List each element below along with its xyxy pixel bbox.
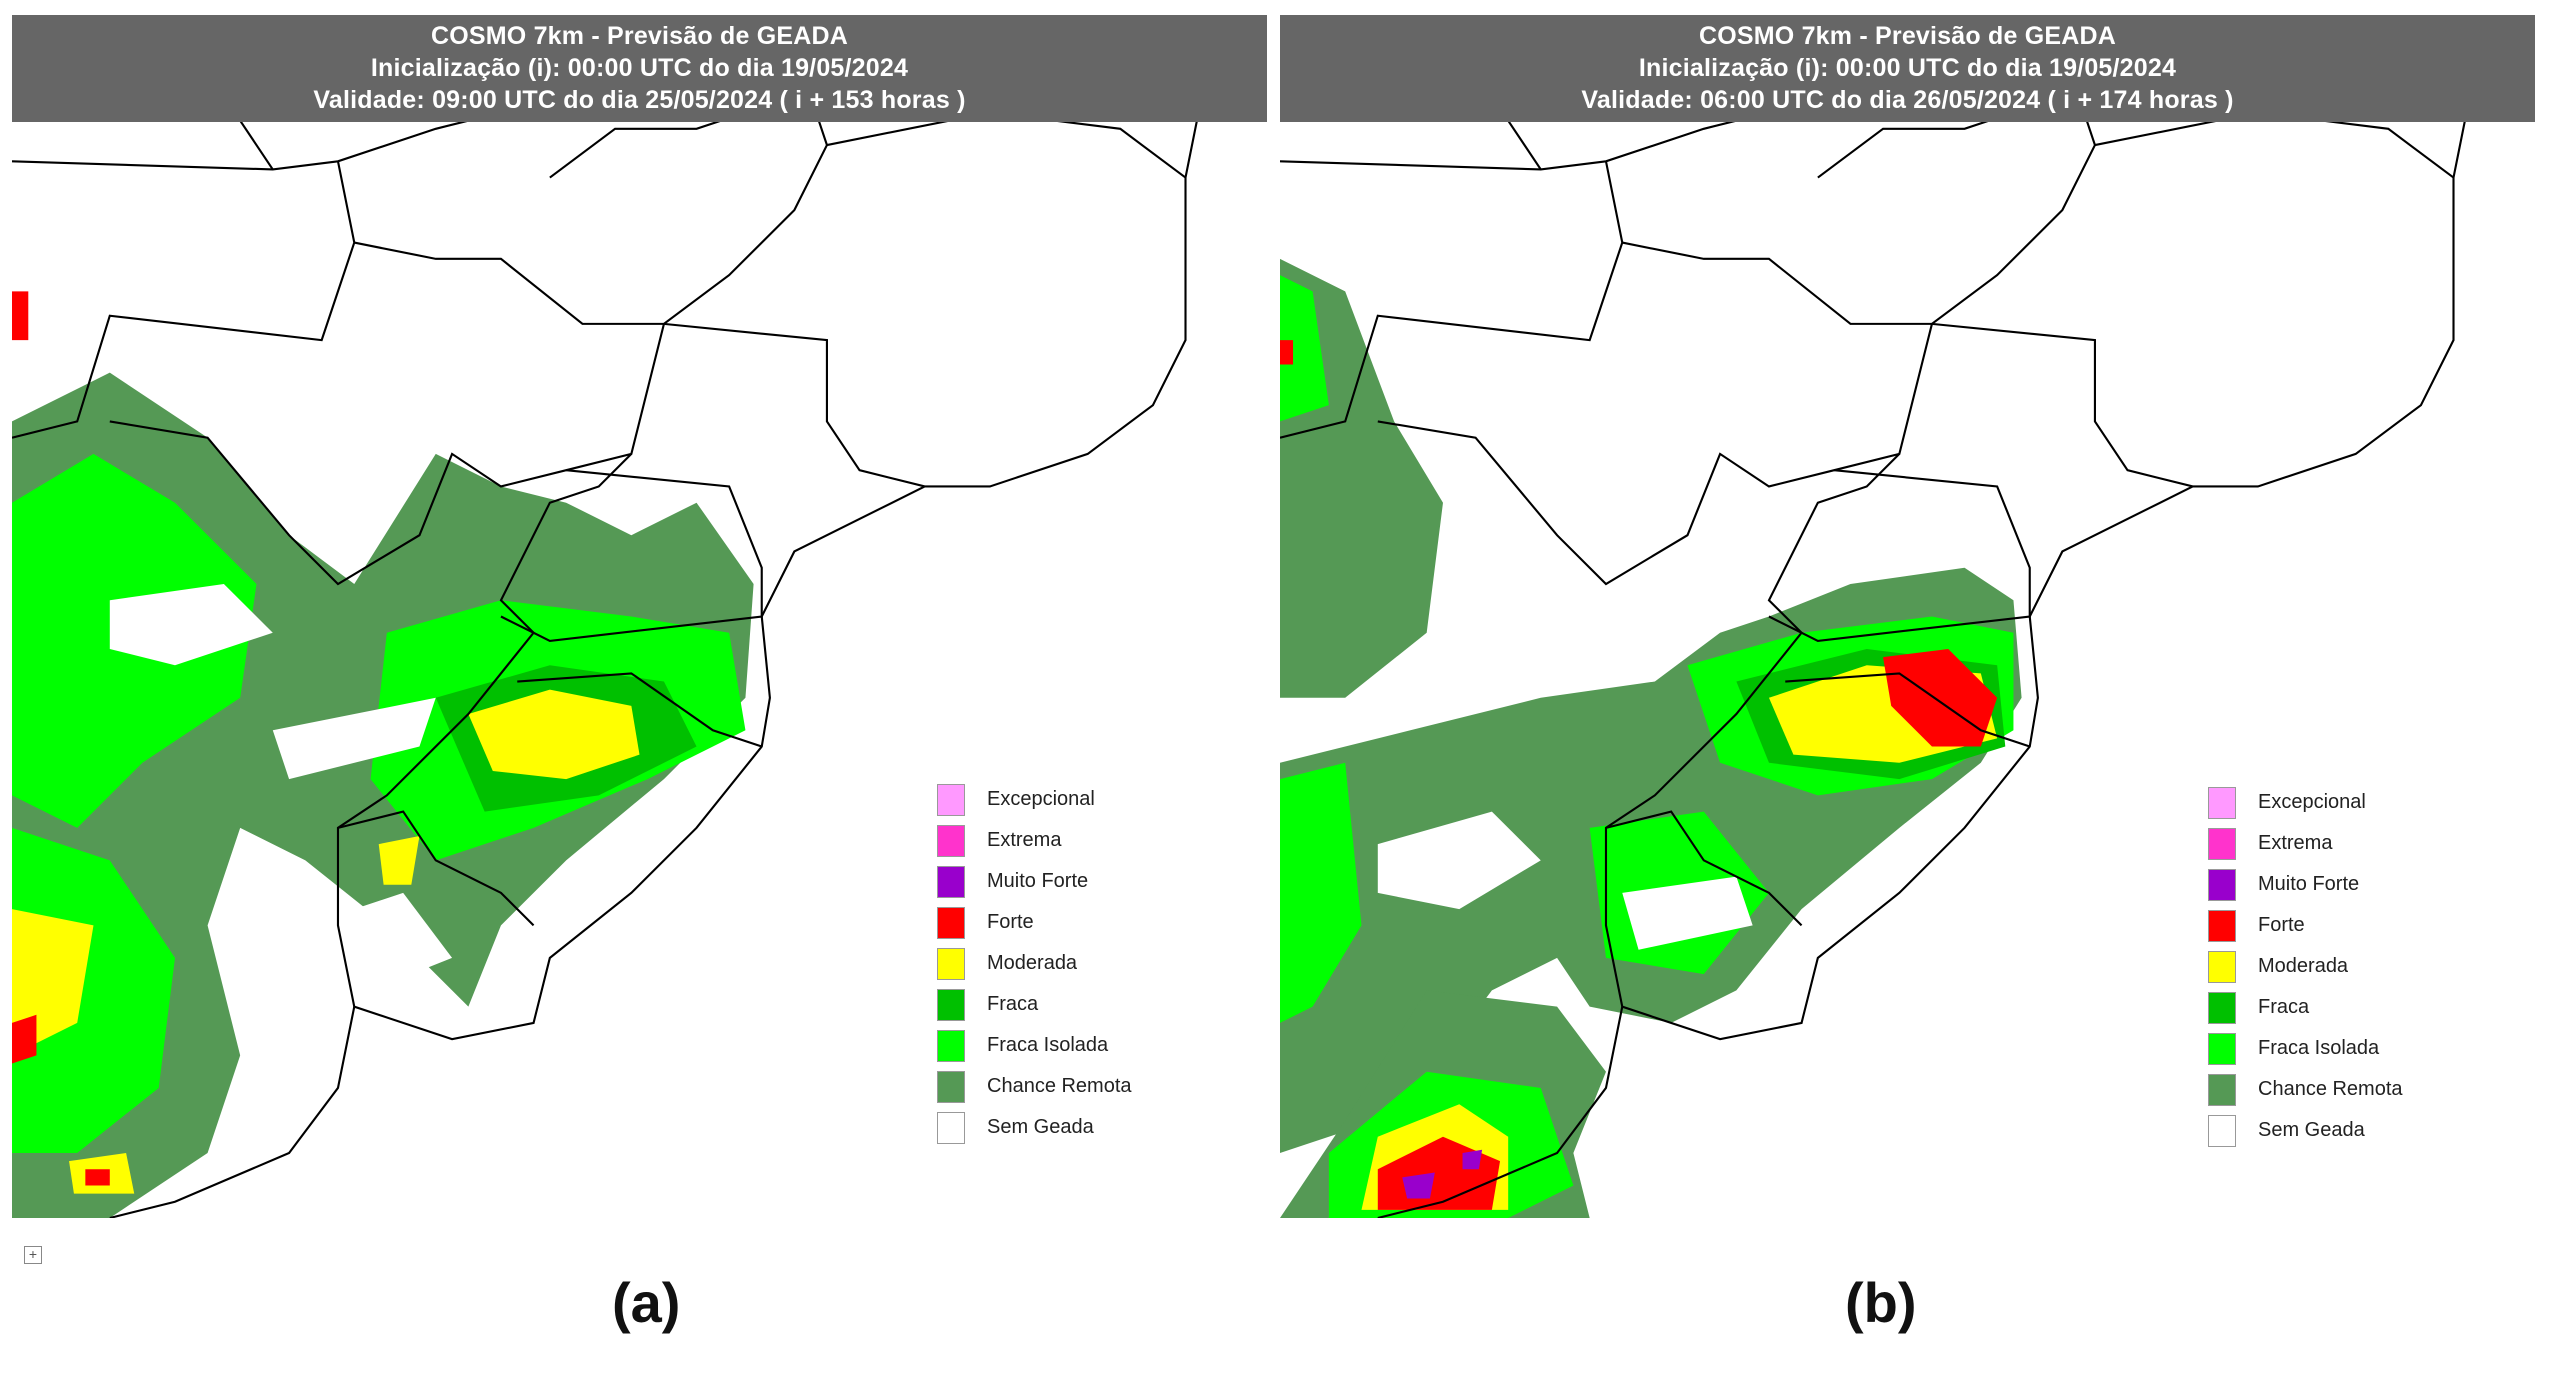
legend-label: Extrema (2258, 832, 2333, 854)
frost-map-a (12, 15, 1220, 1218)
legend-swatch (937, 988, 965, 1021)
legend-item: Muito Forte (2208, 864, 2403, 905)
legend-swatch (937, 1111, 965, 1144)
legend-swatch (2208, 1032, 2236, 1065)
legend-swatch (2208, 909, 2236, 942)
legend-label: Fraca (987, 993, 1039, 1015)
legend-item: Sem Geada (937, 1107, 1132, 1148)
legend-label: Moderada (2258, 955, 2349, 977)
legend-label: Chance Remota (2258, 1078, 2403, 1100)
legend-label: Sem Geada (2258, 1119, 2365, 1141)
legend-item: Fraca Isolada (2208, 1028, 2403, 1069)
validity-time: Validade: 06:00 UTC do dia 26/05/2024 ( … (1581, 86, 2234, 114)
legend-label: Excepcional (987, 788, 1095, 810)
legend-swatch (2208, 991, 2236, 1024)
validity-time: Validade: 09:00 UTC do dia 25/05/2024 ( … (313, 86, 966, 114)
legend: Excepcional Extrema Muito Forte Forte Mo… (937, 779, 1132, 1148)
move-icon[interactable]: + (24, 1246, 42, 1264)
init-time: Inicialização (i): 00:00 UTC do dia 19/0… (1638, 54, 2177, 82)
legend-label: Sem Geada (987, 1116, 1094, 1138)
legend-label: Extrema (987, 829, 1062, 851)
forecast-map-b: COSMO 7km - Previsão de GEADA Inicializa… (1280, 15, 2535, 1218)
legend-item: Forte (937, 902, 1132, 943)
legend-label: Muito Forte (987, 870, 1089, 892)
legend-swatch (2208, 786, 2236, 819)
frost-map-b (1280, 15, 2488, 1218)
legend-swatch (937, 824, 965, 857)
legend-item: Chance Remota (2208, 1069, 2403, 1110)
legend-label: Forte (987, 911, 1034, 933)
legend-swatch (2208, 1114, 2236, 1147)
legend-swatch (937, 783, 965, 816)
legend-swatch (2208, 1073, 2236, 1106)
legend-item: Moderada (2208, 946, 2403, 987)
caption-b: (b) (1845, 1271, 1917, 1334)
legend-item: Sem Geada (2208, 1110, 2403, 1151)
legend-item: Extrema (937, 820, 1132, 861)
legend-item: Excepcional (2208, 782, 2403, 823)
legend-swatch (937, 1070, 965, 1103)
legend-item: Fraca Isolada (937, 1025, 1132, 1066)
caption-a: (a) (612, 1271, 681, 1334)
legend-swatch (2208, 827, 2236, 860)
legend-item: Extrema (2208, 823, 2403, 864)
legend-item: Fraca (937, 984, 1132, 1025)
legend-label: Chance Remota (987, 1075, 1132, 1097)
legend: Excepcional Extrema Muito Forte Forte Mo… (2208, 782, 2403, 1151)
legend-item: Chance Remota (937, 1066, 1132, 1107)
legend-swatch (937, 906, 965, 939)
legend-item: Forte (2208, 905, 2403, 946)
legend-item: Fraca (2208, 987, 2403, 1028)
map-title: COSMO 7km - Previsão de GEADA (430, 22, 849, 50)
legend-label: Fraca Isolada (987, 1034, 1109, 1056)
legend-swatch (2208, 950, 2236, 983)
legend-swatch (937, 865, 965, 898)
legend-swatch (937, 947, 965, 980)
legend-label: Fraca (2258, 996, 2310, 1018)
legend-item: Moderada (937, 943, 1132, 984)
frost-areas (12, 291, 754, 1218)
map-title: COSMO 7km - Previsão de GEADA (1698, 22, 2117, 50)
init-time: Inicialização (i): 00:00 UTC do dia 19/0… (370, 54, 909, 82)
legend-item: Excepcional (937, 779, 1132, 820)
legend-label: Forte (2258, 914, 2305, 936)
legend-label: Fraca Isolada (2258, 1037, 2380, 1059)
legend-swatch (2208, 868, 2236, 901)
legend-label: Muito Forte (2258, 873, 2360, 895)
legend-swatch (937, 1029, 965, 1062)
legend-label: Excepcional (2258, 791, 2366, 813)
forecast-map-a: COSMO 7km - Previsão de GEADA Inicializa… (12, 15, 1267, 1218)
map-header: COSMO 7km - Previsão de GEADA Inicializa… (1280, 15, 2535, 122)
legend-item: Muito Forte (937, 861, 1132, 902)
legend-label: Moderada (987, 952, 1078, 974)
frost-areas (1280, 258, 2022, 1218)
map-header: COSMO 7km - Previsão de GEADA Inicializa… (12, 15, 1267, 122)
